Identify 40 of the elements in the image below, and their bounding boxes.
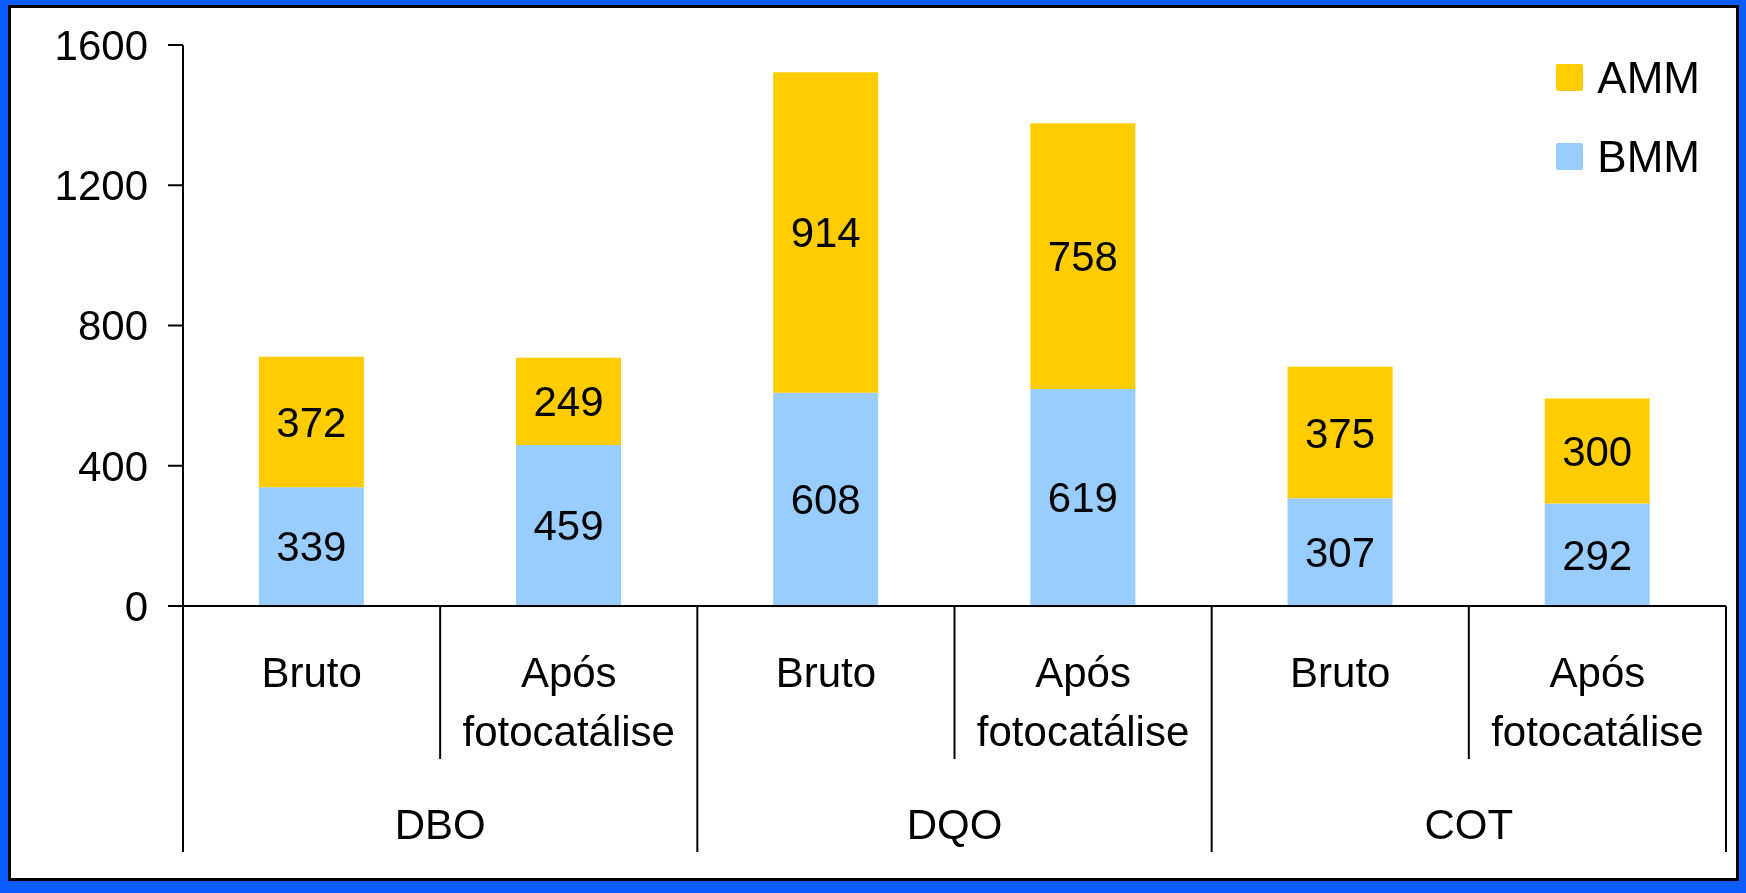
data-label: 307 [1304, 529, 1376, 577]
y-tick-label: 0 [124, 582, 148, 630]
data-label: 459 [533, 502, 604, 550]
bar [258, 487, 364, 606]
bar [1287, 366, 1393, 499]
data-label: 300 [1562, 427, 1633, 475]
y-tick-label: 400 [77, 442, 148, 490]
data-label: 758 [1047, 232, 1118, 280]
bar [516, 445, 622, 606]
legend-label: BMM [1597, 131, 1700, 182]
data-label: 372 [276, 398, 347, 446]
text: COT [1424, 801, 1514, 848]
x-tick-label: Bruto [775, 649, 877, 696]
data-label: 249 [533, 378, 604, 426]
bar [1544, 503, 1650, 606]
bar [258, 356, 364, 488]
data-label: 375 [1304, 409, 1376, 457]
x-tick-label: Bruto [261, 649, 362, 696]
bar [1030, 123, 1136, 389]
y-tick-label: 1600 [54, 21, 148, 69]
data-label: 292 [1562, 531, 1633, 579]
bar [1030, 388, 1136, 606]
bar [773, 72, 879, 393]
text: DQO [906, 801, 1003, 848]
data-label: 619 [1047, 474, 1118, 522]
bar [516, 357, 622, 446]
text: DBO [394, 801, 486, 848]
y-tick-label: 1200 [54, 162, 148, 210]
bar [773, 392, 879, 606]
data-label: 914 [790, 209, 861, 257]
legend-label: AMM [1597, 52, 1700, 103]
y-tick-label: 800 [77, 302, 148, 350]
x-tick-label: Após fotocatálise [462, 649, 675, 755]
x-tick-label: Após fotocatálise [976, 649, 1190, 755]
bar [1287, 498, 1393, 606]
x-tick-label: Após fotocatálise [1491, 649, 1704, 755]
data-label: 608 [790, 476, 861, 524]
x-tick-label: Bruto [1290, 649, 1391, 696]
bar [1544, 398, 1650, 504]
data-label: 339 [276, 523, 347, 571]
